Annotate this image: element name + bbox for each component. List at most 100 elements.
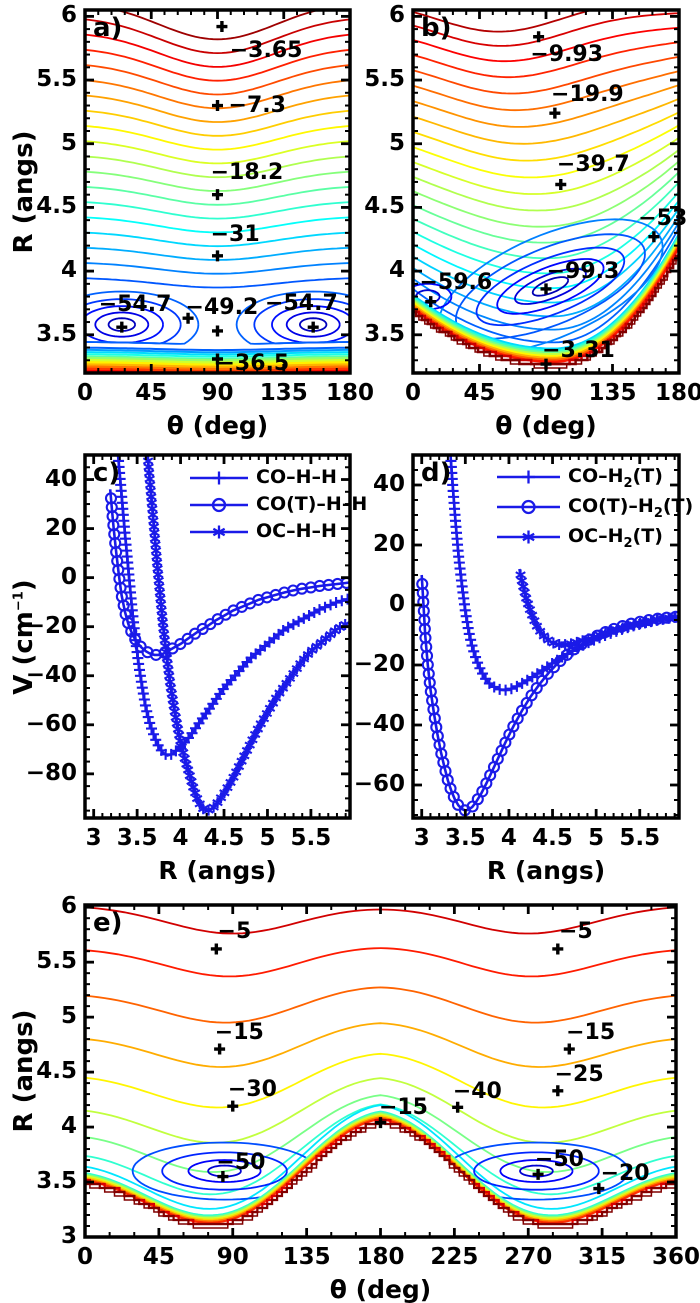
series-marker-asterisk <box>571 636 583 648</box>
series-marker-asterisk <box>176 741 188 753</box>
contour-line <box>414 160 678 228</box>
contour-line <box>86 346 349 352</box>
series-marker-circle <box>547 661 560 674</box>
contour-line <box>414 137 678 195</box>
axes-panel-c <box>83 453 352 820</box>
contour-line <box>414 41 678 79</box>
contour-line <box>86 231 349 248</box>
contour-line <box>86 1113 675 1220</box>
contour-line <box>86 125 349 151</box>
contour-labels-e <box>210 943 605 1195</box>
contour-line <box>86 290 200 345</box>
contour-line <box>86 64 349 96</box>
series-marker-plus <box>522 470 535 484</box>
contour-line <box>94 311 150 338</box>
contour-line <box>519 1164 554 1178</box>
series-marker-asterisk <box>517 581 529 593</box>
contour-line <box>86 947 675 978</box>
contour-label-marker <box>552 1085 564 1097</box>
contour-line <box>86 277 349 289</box>
contour-line <box>207 1164 242 1178</box>
series-marker-plus <box>336 595 348 607</box>
plot-area-c <box>104 456 349 816</box>
contour-label-marker <box>217 1171 229 1183</box>
series-marker-asterisk <box>320 633 332 645</box>
contour-line <box>414 149 678 212</box>
series-marker-plus <box>148 728 160 740</box>
contour-line <box>86 1094 675 1173</box>
series-marker-plus <box>468 645 480 657</box>
contour-line <box>414 26 678 63</box>
series-marker-asterisk <box>600 627 611 639</box>
contour-line <box>414 11 591 33</box>
series-marker-asterisk <box>177 747 189 759</box>
series-marker-plus <box>472 657 484 669</box>
series-marker-plus <box>466 640 478 652</box>
contour-label-marker <box>210 943 222 955</box>
contour-line <box>86 1052 675 1109</box>
contour-label-marker <box>212 353 223 365</box>
contour-line <box>107 317 136 332</box>
contour-line <box>86 109 349 137</box>
series-marker-asterisk <box>171 717 183 729</box>
series-marker-asterisk <box>611 624 623 636</box>
series-marker-plus <box>146 723 158 735</box>
plot-area-d <box>416 456 678 817</box>
series-marker-circle <box>521 499 536 515</box>
contour-line <box>235 290 349 345</box>
contour-label-marker <box>212 189 223 201</box>
series-marker-plus <box>144 717 156 729</box>
plot-area-e <box>86 906 675 1229</box>
contour-line <box>499 1159 574 1183</box>
contour-line <box>117 11 318 41</box>
contour-label-marker <box>216 21 228 33</box>
series-marker-asterisk <box>325 629 336 641</box>
contour-line <box>414 171 678 244</box>
series-marker-asterisk <box>577 635 588 647</box>
contour-label-marker <box>116 321 128 333</box>
contour-line <box>86 348 349 354</box>
contour-label-marker <box>227 1100 239 1112</box>
series-marker-plus <box>488 681 500 693</box>
contour-line <box>86 1104 675 1210</box>
contour-line <box>86 1022 675 1068</box>
contour-line <box>414 124 678 179</box>
contour-line <box>187 1159 262 1183</box>
contour-line <box>108 489 349 657</box>
contour-label-marker <box>552 943 564 955</box>
contour-line <box>414 111 678 162</box>
series-marker-asterisk <box>583 633 594 645</box>
series-marker-asterisk <box>306 644 318 656</box>
series-marker-asterisk <box>522 530 535 544</box>
contour-label-marker <box>212 325 223 337</box>
contour-label-marker <box>555 178 567 190</box>
contour-line <box>414 255 678 369</box>
contour-line <box>86 49 349 82</box>
series-marker-circle <box>554 654 567 667</box>
series-marker-plus <box>212 471 226 485</box>
contour-line <box>454 233 646 340</box>
contour-line <box>531 276 570 297</box>
plot-area-a <box>86 11 349 372</box>
contour-line <box>86 33 349 68</box>
series-marker-plus <box>500 684 512 696</box>
series-marker-plus <box>462 622 474 634</box>
contour-label-marker <box>212 100 223 112</box>
contour-line <box>414 222 678 331</box>
legend-c <box>190 471 248 539</box>
contour-line <box>86 262 349 275</box>
contour-line <box>414 208 678 304</box>
series-marker-plus <box>505 683 517 695</box>
series-marker-plus <box>325 599 337 611</box>
contour-line <box>414 84 678 128</box>
contour-line <box>86 155 349 179</box>
series-marker-plus <box>465 634 477 646</box>
series-marker-plus <box>470 651 482 663</box>
axes-panel-d <box>411 453 681 820</box>
contour-line <box>271 305 349 344</box>
series-marker-asterisk <box>173 729 185 741</box>
series-marker-asterisk <box>519 586 531 598</box>
contour-line <box>414 55 678 95</box>
series-marker-asterisk <box>516 575 528 587</box>
